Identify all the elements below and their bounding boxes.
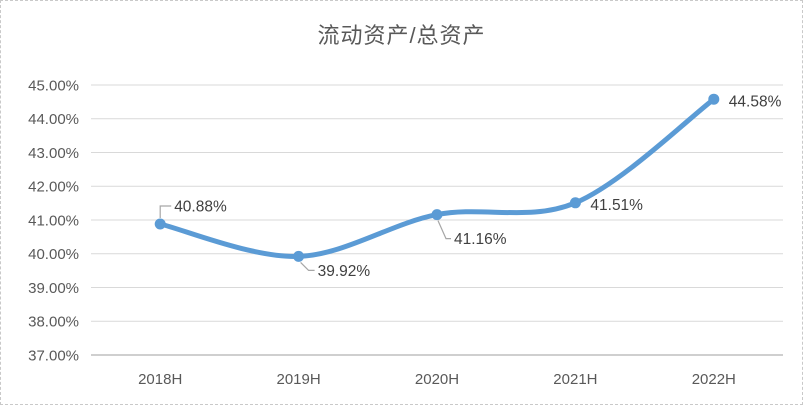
y-tick-label: 39.00% xyxy=(28,280,79,297)
data-label: 40.88% xyxy=(174,198,227,215)
data-point-marker xyxy=(293,250,305,262)
x-tick-label: 2020H xyxy=(415,371,459,388)
label-leader-line xyxy=(300,261,315,271)
data-label: 41.51% xyxy=(590,197,643,214)
y-tick-label: 44.00% xyxy=(28,111,79,128)
y-tick-label: 37.00% xyxy=(28,347,79,364)
y-tick-label: 42.00% xyxy=(28,179,79,196)
label-leader-line xyxy=(437,220,451,240)
data-point-marker xyxy=(708,93,720,105)
label-leader-line xyxy=(159,205,172,218)
data-label: 41.16% xyxy=(454,231,507,248)
x-tick-label: 2021H xyxy=(553,371,597,388)
data-label: 44.58% xyxy=(729,94,782,111)
data-point-marker xyxy=(154,218,166,230)
y-tick-label: 43.00% xyxy=(28,145,79,162)
data-point-marker xyxy=(569,197,581,209)
data-label: 39.92% xyxy=(318,263,371,280)
x-tick-label: 2019H xyxy=(276,371,320,388)
data-point-marker xyxy=(431,209,443,221)
y-tick-label: 40.00% xyxy=(28,246,79,263)
y-tick-label: 45.00% xyxy=(28,77,79,94)
series-line xyxy=(157,96,717,259)
y-tick-label: 38.00% xyxy=(28,314,79,331)
x-tick-label: 2022H xyxy=(692,371,736,388)
y-tick-label: 41.00% xyxy=(28,212,79,229)
x-tick-label: 2018H xyxy=(138,371,182,388)
